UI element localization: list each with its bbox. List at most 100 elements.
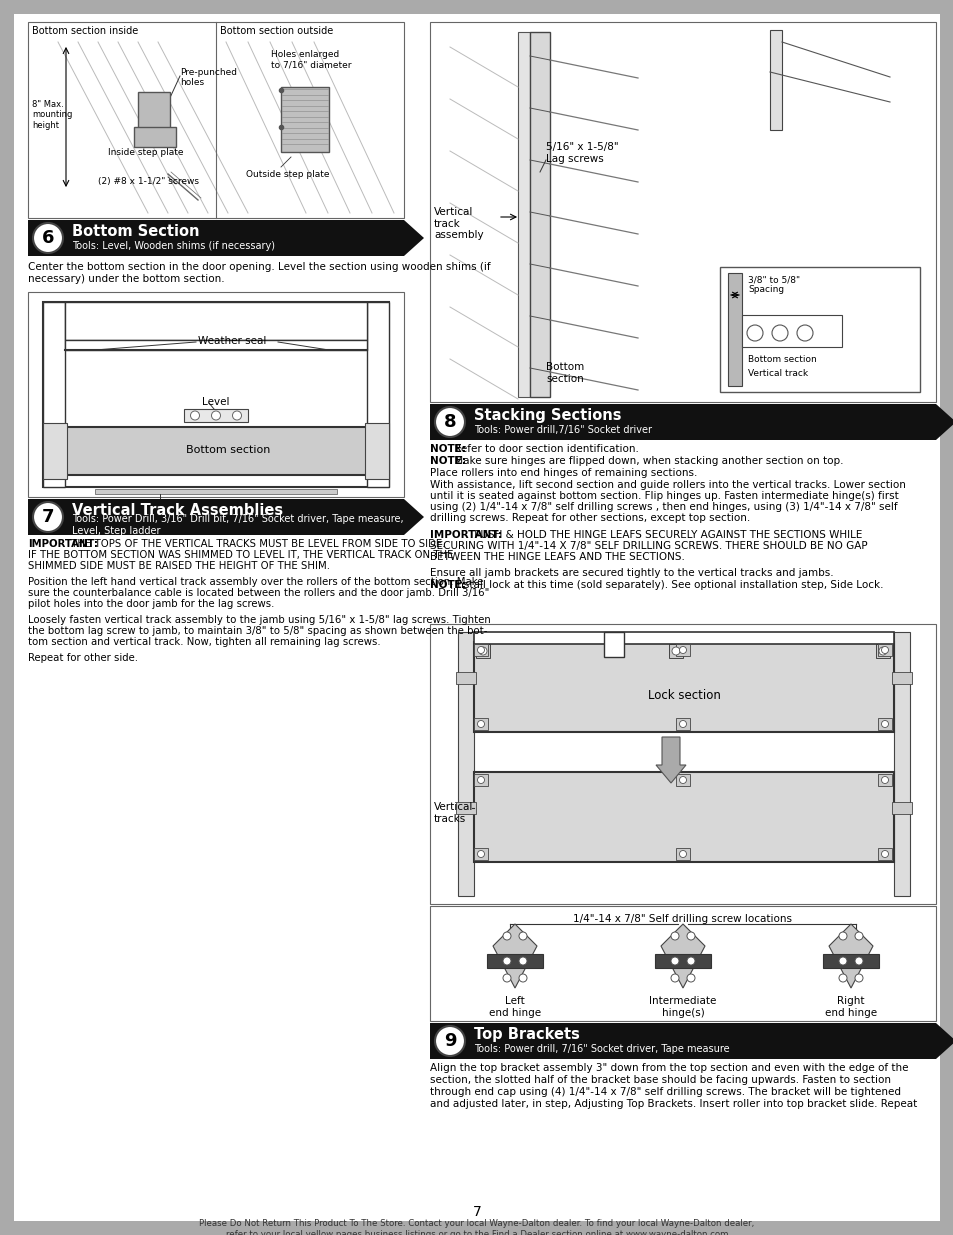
Circle shape [477,777,484,783]
Text: THE TOPS OF THE VERTICAL TRACKS MUST BE LEVEL FROM SIDE TO SIDE.: THE TOPS OF THE VERTICAL TRACKS MUST BE … [68,538,445,550]
Text: Tools: Power drill, 7/16" Socket driver, Tape measure: Tools: Power drill, 7/16" Socket driver,… [474,1044,729,1053]
Bar [65,427,367,475]
Circle shape [679,720,686,727]
Polygon shape [828,924,872,988]
Polygon shape [660,924,704,988]
Circle shape [881,646,887,653]
Circle shape [679,777,686,783]
Circle shape [670,932,679,940]
Bar [430,404,935,440]
Bar [430,624,935,904]
Text: Bottom Section: Bottom Section [71,224,199,240]
Text: 7: 7 [42,508,54,526]
Circle shape [518,932,526,940]
Circle shape [881,777,887,783]
Circle shape [33,224,63,253]
Circle shape [854,974,862,982]
Text: Holes enlarged
to 7/16" diameter: Holes enlarged to 7/16" diameter [271,49,351,69]
Text: Ensure all jamb brackets are secured tightly to the vertical tracks and jambs.: Ensure all jamb brackets are secured tig… [430,568,833,578]
Text: Tools: Power drill,7/16" Socket driver: Tools: Power drill,7/16" Socket driver [474,425,651,435]
Text: 9: 9 [443,1032,456,1050]
Text: refer to your local yellow pages business listings or go to the Find a Dealer se: refer to your local yellow pages busines… [226,1230,727,1235]
Text: Lock section: Lock section [647,689,720,701]
Text: Bottom section inside: Bottom section inside [32,26,138,36]
Bar [474,643,488,656]
Bar [727,273,741,387]
Circle shape [878,647,886,655]
Circle shape [518,957,526,965]
Text: 7: 7 [472,1205,481,1219]
Bar [474,774,488,785]
Circle shape [191,411,199,420]
Bar [456,802,476,814]
Circle shape [435,408,464,437]
Bar [877,848,891,860]
Text: drilling screws. Repeat for other sections, except top section.: drilling screws. Repeat for other sectio… [430,513,749,522]
Circle shape [477,720,484,727]
Circle shape [796,325,812,341]
Text: Repeat for other side.: Repeat for other side. [28,653,138,663]
Bar [456,672,476,684]
Text: IMPORTANT:: IMPORTANT: [430,530,501,540]
Text: Tools: Power Drill, 3/16" Drill bit, 7/16" Socket driver, Tape measure,
Level, S: Tools: Power Drill, 3/16" Drill bit, 7/1… [71,514,403,536]
Polygon shape [493,924,537,988]
Circle shape [670,974,679,982]
Text: 8" Max.
mounting
height: 8" Max. mounting height [32,100,72,130]
Text: SECURING WITH 1/4"-14 X 7/8" SELF DRILLING SCREWS. THERE SHOULD BE NO GAP: SECURING WITH 1/4"-14 X 7/8" SELF DRILLI… [430,541,866,551]
Bar [476,643,490,658]
Text: Top Brackets: Top Brackets [474,1028,579,1042]
Circle shape [686,932,695,940]
Circle shape [671,647,679,655]
Text: PUSH & HOLD THE HINGE LEAFS SECURELY AGAINST THE SECTIONS WHILE: PUSH & HOLD THE HINGE LEAFS SECURELY AGA… [471,530,862,540]
Bar [720,267,919,391]
Text: pilot holes into the door jamb for the lag screws.: pilot holes into the door jamb for the l… [28,599,274,609]
Circle shape [435,1026,464,1056]
Text: Intermediate
hinge(s): Intermediate hinge(s) [649,995,716,1018]
Text: 6: 6 [42,228,54,247]
Bar [822,953,878,968]
Bar [474,772,893,862]
Text: Stacking Sections: Stacking Sections [474,408,620,424]
Circle shape [478,647,486,655]
Bar [769,30,781,130]
Text: tom section and vertical track. Now, tighten all remaining lag screws.: tom section and vertical track. Now, tig… [28,637,380,647]
Text: Bottom section: Bottom section [747,354,816,364]
Circle shape [518,974,526,982]
Bar [95,489,336,494]
Polygon shape [403,220,423,256]
Text: Vertical Track Assemblies: Vertical Track Assemblies [71,503,283,517]
Bar [65,303,367,340]
Bar [517,32,530,396]
Bar [668,643,682,658]
Circle shape [233,411,241,420]
Text: Right
end hinge: Right end hinge [824,995,876,1018]
Text: Weather seal: Weather seal [198,336,266,346]
Bar [430,22,935,403]
Text: and adjusted later, in step, Adjusting Top Brackets. Insert roller into top brac: and adjusted later, in step, Adjusting T… [430,1099,916,1109]
Text: section, the slotted half of the bracket base should be facing upwards. Fasten t: section, the slotted half of the bracket… [430,1074,890,1086]
Text: Left
end hinge: Left end hinge [489,995,540,1018]
Circle shape [838,932,846,940]
Bar [430,906,935,1021]
Circle shape [33,501,63,532]
Polygon shape [935,404,953,440]
Text: 1/4"-14 x 7/8" Self drilling screw locations: 1/4"-14 x 7/8" Self drilling screw locat… [573,914,791,924]
Bar [365,424,389,479]
Circle shape [502,932,511,940]
Bar [28,499,403,535]
Bar [43,424,67,479]
Circle shape [502,974,511,982]
Text: Loosely fasten vertical track assembly to the jamb using 5/16" x 1-5/8" lag scre: Loosely fasten vertical track assembly t… [28,615,490,625]
Circle shape [746,325,762,341]
Circle shape [679,851,686,857]
Text: IMPORTANT:: IMPORTANT: [28,538,98,550]
Text: Level: Level [202,396,230,408]
Circle shape [881,720,887,727]
Bar [138,91,170,140]
Text: Position the left hand vertical track assembly over the rollers of the bottom se: Position the left hand vertical track as… [28,577,483,587]
Bar [367,303,389,487]
Circle shape [838,974,846,982]
Circle shape [881,851,887,857]
Bar [43,303,65,487]
Circle shape [686,957,695,965]
